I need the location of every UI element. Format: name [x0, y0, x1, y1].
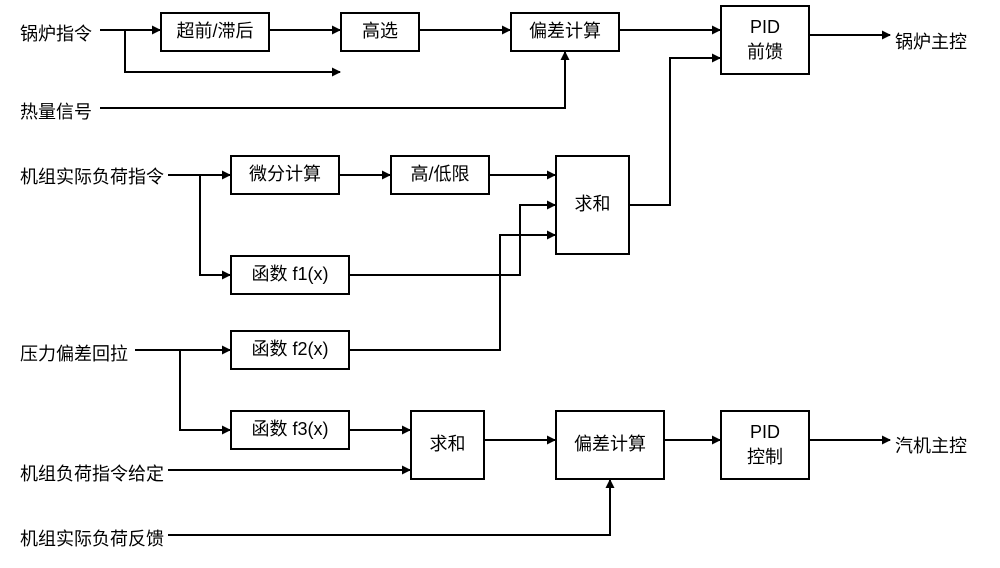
label-heat-signal: 热量信号 — [20, 98, 92, 124]
box-pid-feedforward: PID 前馈 — [720, 5, 810, 75]
box-pid-ctrl-text: PID 控制 — [747, 420, 783, 470]
box-dev-calc-2: 偏差计算 — [555, 410, 665, 480]
label-turbine-master: 汽机主控 — [895, 432, 967, 458]
box-f1: 函数 f1(x) — [230, 255, 350, 295]
label-unit-actual-load-cmd: 机组实际负荷指令 — [20, 163, 164, 189]
box-f2: 函数 f2(x) — [230, 330, 350, 370]
label-unit-load-cmd-set: 机组负荷指令给定 — [20, 460, 164, 486]
box-diff-calc: 微分计算 — [230, 155, 340, 195]
box-sum-2: 求和 — [410, 410, 485, 480]
label-boiler-command: 锅炉指令 — [20, 20, 92, 46]
label-unit-actual-load-fb: 机组实际负荷反馈 — [20, 525, 164, 551]
box-lead-lag: 超前/滞后 — [160, 12, 270, 52]
box-hi-lo-limit: 高/低限 — [390, 155, 490, 195]
box-pid-ff-text: PID 前馈 — [747, 15, 783, 65]
label-boiler-master: 锅炉主控 — [895, 28, 967, 54]
box-sum-1: 求和 — [555, 155, 630, 255]
box-high-select: 高选 — [340, 12, 420, 52]
box-f3: 函数 f3(x) — [230, 410, 350, 450]
label-pressure-dev-pullback: 压力偏差回拉 — [20, 340, 128, 366]
box-dev-calc-1: 偏差计算 — [510, 12, 620, 52]
box-pid-control: PID 控制 — [720, 410, 810, 480]
